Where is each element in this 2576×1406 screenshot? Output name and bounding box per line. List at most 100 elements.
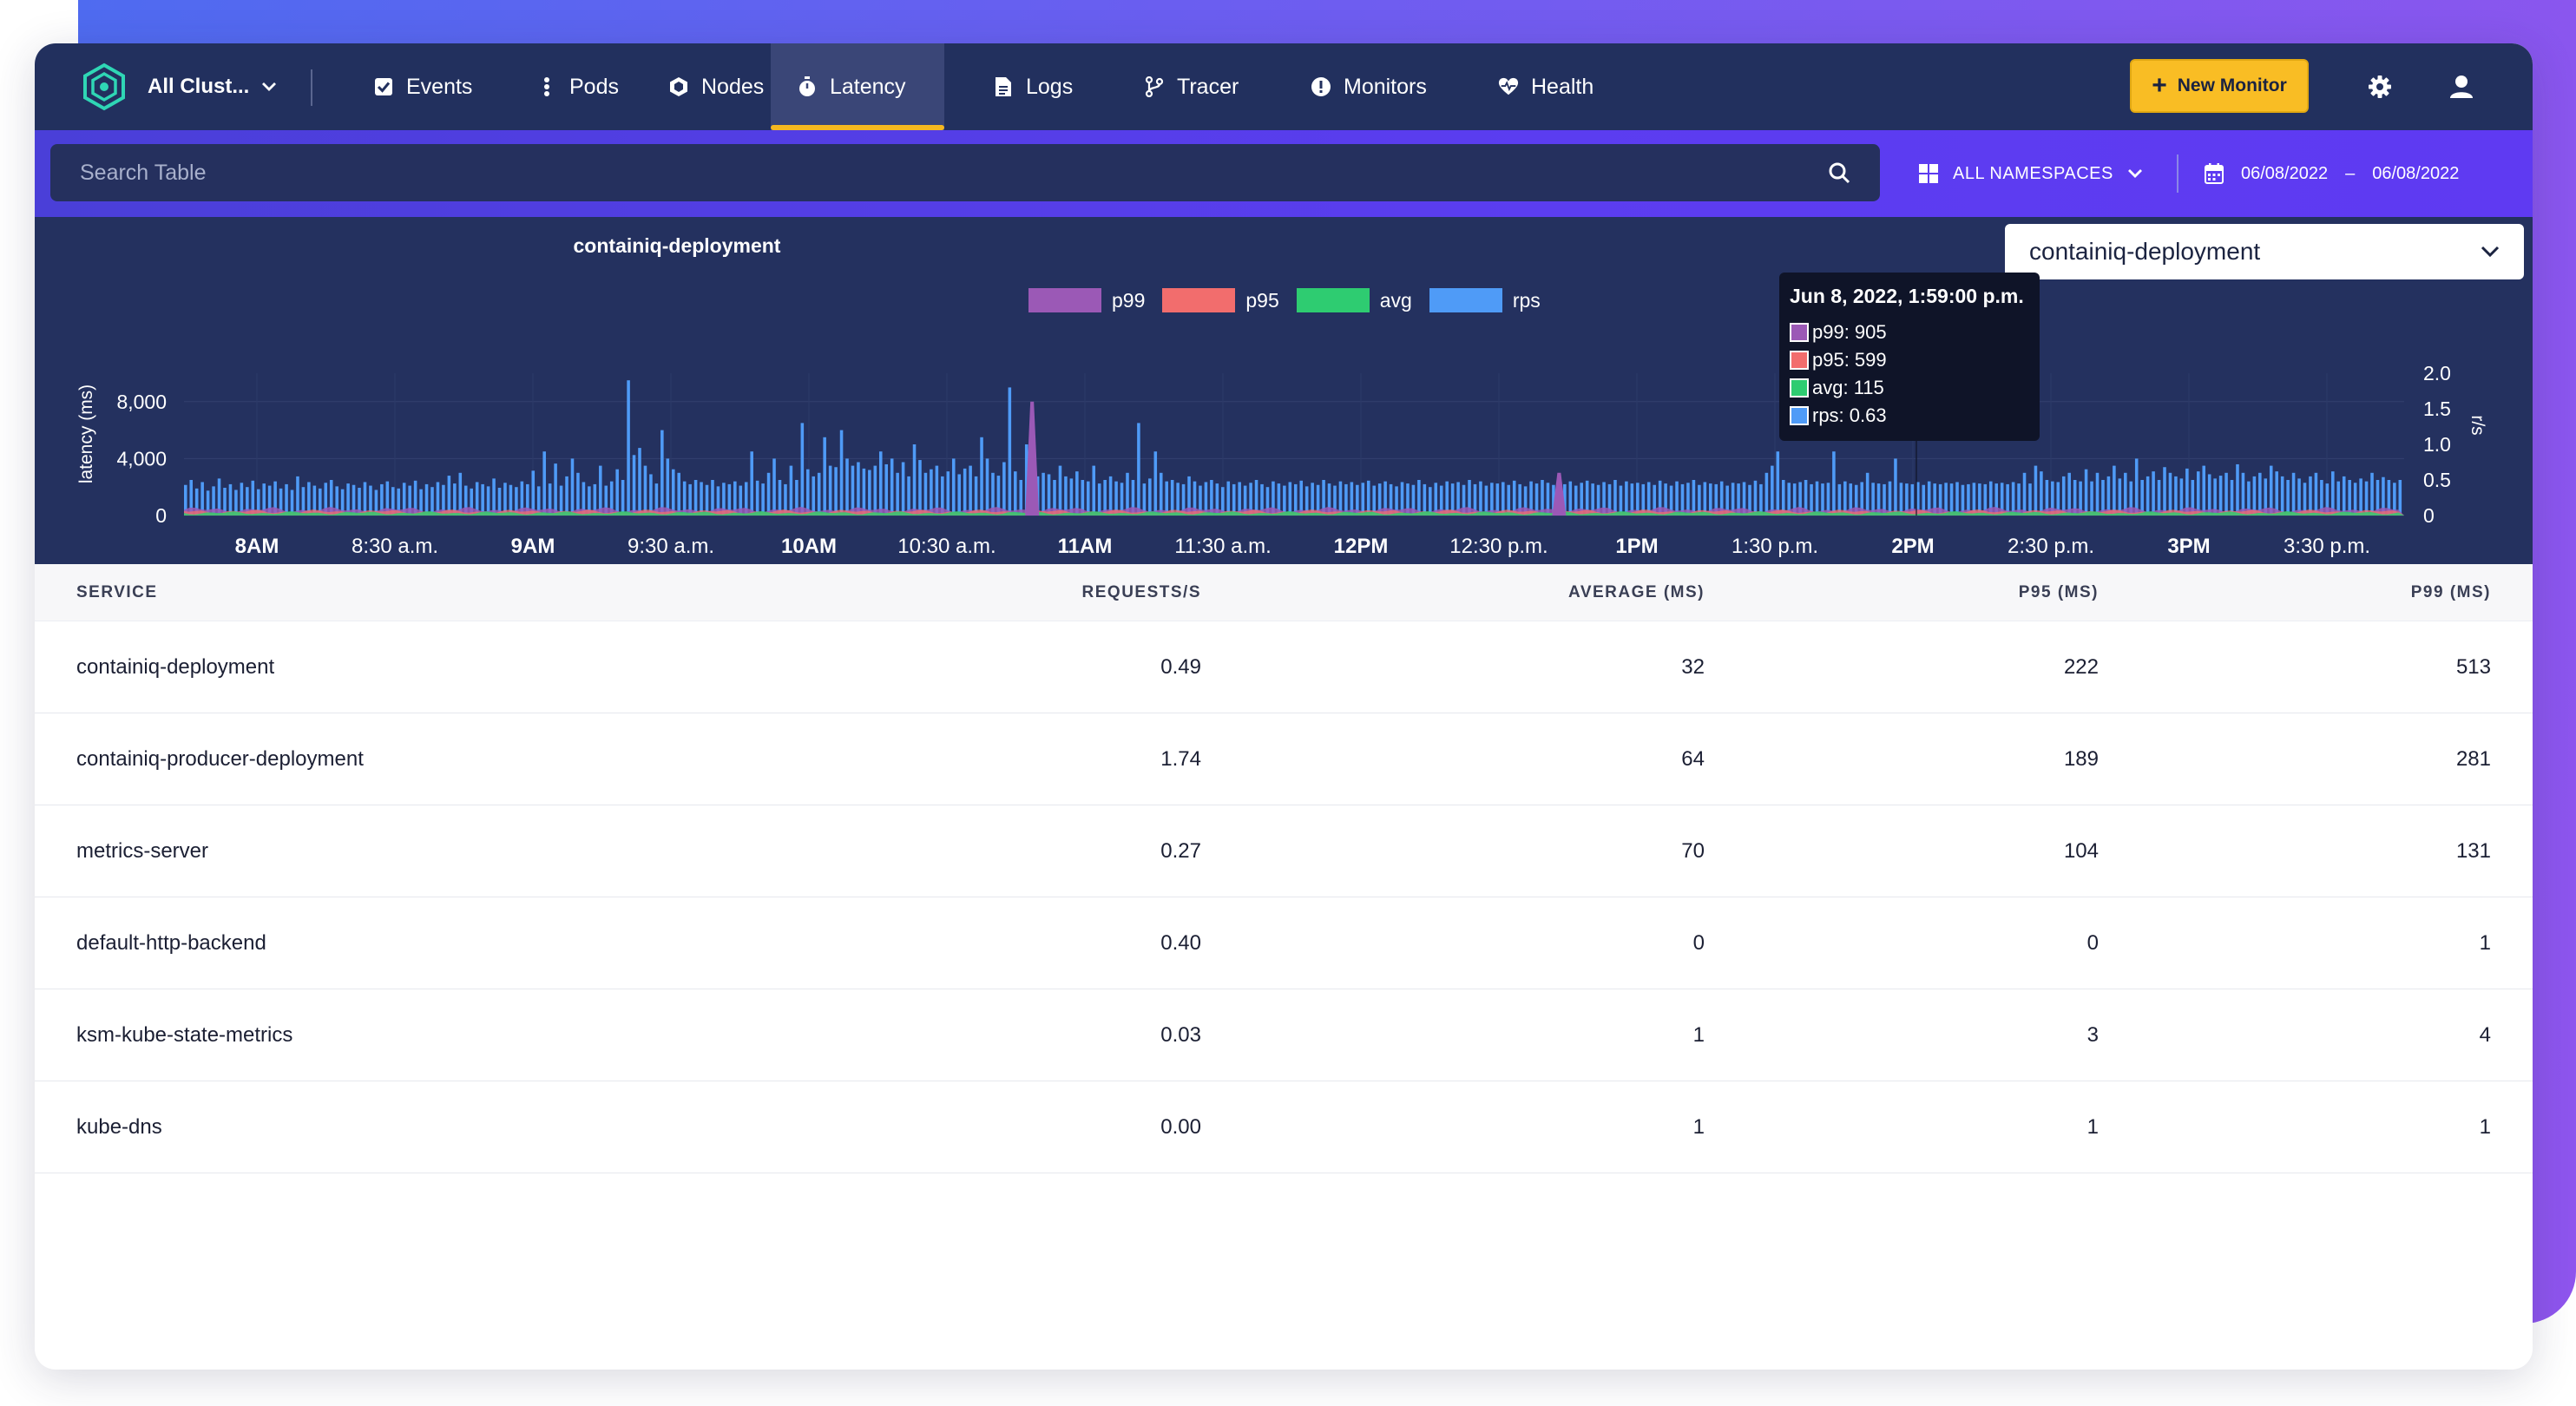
rps-bar bbox=[1742, 482, 1746, 516]
table-row[interactable]: kube-dns 0.00 1 1 1 bbox=[35, 1081, 2533, 1173]
rps-bar bbox=[1709, 483, 1712, 516]
table-row[interactable]: default-http-backend 0.40 0 0 1 bbox=[35, 897, 2533, 989]
settings-button[interactable] bbox=[2364, 71, 2395, 102]
rps-bar bbox=[1507, 484, 1511, 516]
namespace-selector[interactable]: ALL NAMESPACES bbox=[1918, 156, 2143, 191]
rps-bar bbox=[397, 488, 401, 516]
legend-label-rps: rps bbox=[1512, 288, 1541, 312]
table-row[interactable]: ksm-kube-state-metrics 0.03 1 3 4 bbox=[35, 989, 2533, 1081]
rps-bar bbox=[839, 430, 844, 516]
header-average[interactable]: AVERAGE (MS) bbox=[1568, 582, 1705, 601]
rps-bar bbox=[391, 487, 395, 516]
rps-bar bbox=[1445, 481, 1449, 516]
nav-monitors[interactable]: Monitors bbox=[1285, 43, 1453, 130]
cluster-selector[interactable]: All Clust... bbox=[148, 68, 277, 106]
rps-bar bbox=[200, 482, 204, 516]
rps-bar bbox=[1069, 478, 1074, 516]
rps-bar bbox=[643, 465, 647, 516]
rps-bar bbox=[307, 482, 311, 516]
rps-bar bbox=[1142, 483, 1147, 516]
nav-tracer-label: Tracer bbox=[1177, 74, 1239, 99]
rps-bar bbox=[2106, 476, 2111, 516]
new-monitor-button[interactable]: + New Monitor bbox=[2130, 59, 2309, 113]
rps-bar bbox=[627, 380, 630, 516]
nav-events[interactable]: Events bbox=[347, 43, 498, 130]
rps-bar bbox=[1961, 484, 1965, 516]
rps-bar bbox=[2393, 483, 2396, 516]
rps-bar bbox=[402, 483, 406, 516]
header-service[interactable]: SERVICE bbox=[76, 582, 158, 601]
rps-bar bbox=[1938, 483, 1942, 516]
user-button[interactable] bbox=[2446, 71, 2477, 102]
nav-pods[interactable]: Pods bbox=[510, 43, 645, 130]
rps-bar bbox=[963, 468, 967, 516]
search-input[interactable] bbox=[80, 160, 1772, 186]
rps-bar bbox=[733, 481, 737, 516]
rps-bar bbox=[1226, 481, 1231, 516]
rps-bar bbox=[1636, 483, 1640, 516]
rps-bar bbox=[1075, 471, 1079, 516]
rps-bar bbox=[1927, 481, 1931, 516]
rps-bar bbox=[1002, 462, 1006, 516]
cell-p99: 4 bbox=[2479, 1022, 2491, 1047]
rps-bar bbox=[1372, 485, 1376, 516]
rps-bar bbox=[896, 472, 899, 516]
calendar-icon bbox=[2205, 163, 2224, 184]
rps-bar bbox=[951, 458, 956, 516]
legend-item-p95[interactable]: p95 bbox=[1162, 288, 1279, 312]
legend-item-p99[interactable]: p99 bbox=[1028, 288, 1145, 312]
rps-bar bbox=[1585, 480, 1589, 516]
rps-bar bbox=[1170, 480, 1174, 516]
rps-bar bbox=[727, 483, 732, 516]
rps-bar bbox=[1815, 481, 1819, 516]
header-requests[interactable]: REQUESTS/S bbox=[1081, 582, 1201, 601]
header-p95[interactable]: P95 (MS) bbox=[2018, 582, 2099, 601]
nav-logs[interactable]: Logs bbox=[967, 43, 1099, 130]
x-tick-label: 12PM bbox=[1334, 535, 1389, 558]
rps-bar bbox=[1922, 484, 1926, 516]
rps-bar bbox=[941, 476, 944, 516]
nav-latency[interactable]: Latency bbox=[771, 43, 944, 130]
rps-bar bbox=[1574, 485, 1578, 516]
legend-item-rps[interactable]: rps bbox=[1429, 288, 1541, 312]
nav-health[interactable]: Health bbox=[1472, 43, 1620, 130]
cell-service: containiq-producer-deployment bbox=[76, 746, 364, 771]
rps-bar bbox=[1299, 480, 1304, 516]
nav-tracer[interactable]: Tracer bbox=[1118, 43, 1265, 130]
nav-monitors-label: Monitors bbox=[1344, 74, 1427, 99]
deployment-select-value: containiq-deployment bbox=[2029, 238, 2261, 265]
rps-bar bbox=[442, 484, 445, 516]
p99-spike bbox=[1025, 401, 1040, 516]
table-row[interactable]: metrics-server 0.27 70 104 131 bbox=[35, 805, 2533, 897]
date-range-picker[interactable]: 06/08/2022 – 06/08/2022 bbox=[2205, 156, 2459, 191]
rps-bar bbox=[1849, 483, 1853, 516]
legend-item-avg[interactable]: avg bbox=[1296, 288, 1412, 312]
table-row[interactable]: containiq-deployment 0.49 32 222 513 bbox=[35, 621, 2533, 713]
latency-chart[interactable]: 8,000 4,000 0 latency (ms) 2.0 1.5 1.0 0.5 0 r/s 8… bbox=[35, 217, 2533, 564]
rps-bar bbox=[492, 478, 496, 516]
rps-bar bbox=[335, 486, 338, 516]
rps-bar bbox=[744, 482, 748, 516]
rps-bar bbox=[918, 460, 922, 516]
search-icon[interactable] bbox=[1828, 161, 1850, 184]
rps-bar bbox=[1434, 483, 1438, 516]
rps-bar bbox=[1787, 483, 1791, 516]
rps-bar bbox=[1277, 483, 1281, 516]
alert-icon bbox=[1311, 76, 1331, 97]
nav-nodes[interactable]: Nodes bbox=[642, 43, 790, 130]
header-p99[interactable]: P99 (MS) bbox=[2410, 582, 2491, 601]
deployment-select[interactable]: containiq-deployment bbox=[2005, 224, 2524, 279]
rps-bar bbox=[823, 437, 826, 516]
y2-tick-label: 0 bbox=[2423, 504, 2435, 527]
rps-bar bbox=[2124, 472, 2127, 516]
rps-bar bbox=[1523, 486, 1528, 516]
rps-bar bbox=[2236, 463, 2239, 516]
rps-bar bbox=[1792, 483, 1797, 516]
table-row[interactable]: containiq-producer-deployment 1.74 64 18… bbox=[35, 713, 2533, 805]
cell-avg: 0 bbox=[1692, 930, 1705, 955]
rps-bar bbox=[677, 472, 680, 516]
rps-bar bbox=[184, 484, 187, 516]
rps-bar bbox=[2061, 476, 2066, 516]
rps-bar bbox=[1686, 483, 1690, 516]
legend-label-avg: avg bbox=[1379, 288, 1412, 312]
